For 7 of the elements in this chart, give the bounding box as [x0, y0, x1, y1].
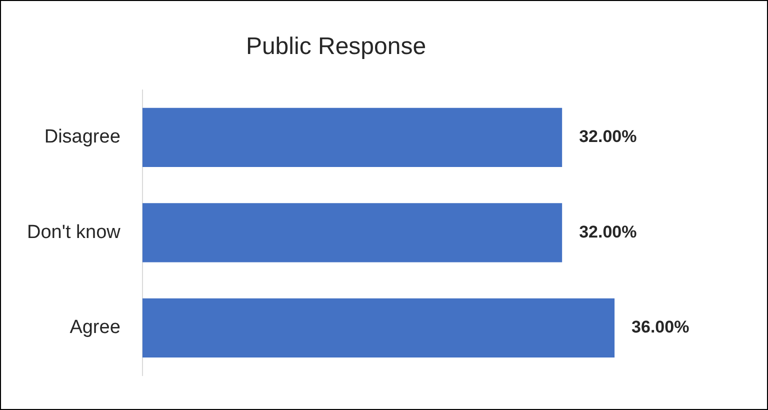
y-tick-label: Agree: [70, 317, 120, 338]
data-label: 32.00%: [579, 222, 637, 242]
y-tick-label: Don't know: [26, 222, 121, 243]
y-tick-label: Disagree: [44, 126, 120, 148]
data-label: 32.00%: [579, 127, 637, 146]
data-label: 36.00%: [632, 318, 690, 337]
chart-title: Public Response: [246, 33, 426, 60]
